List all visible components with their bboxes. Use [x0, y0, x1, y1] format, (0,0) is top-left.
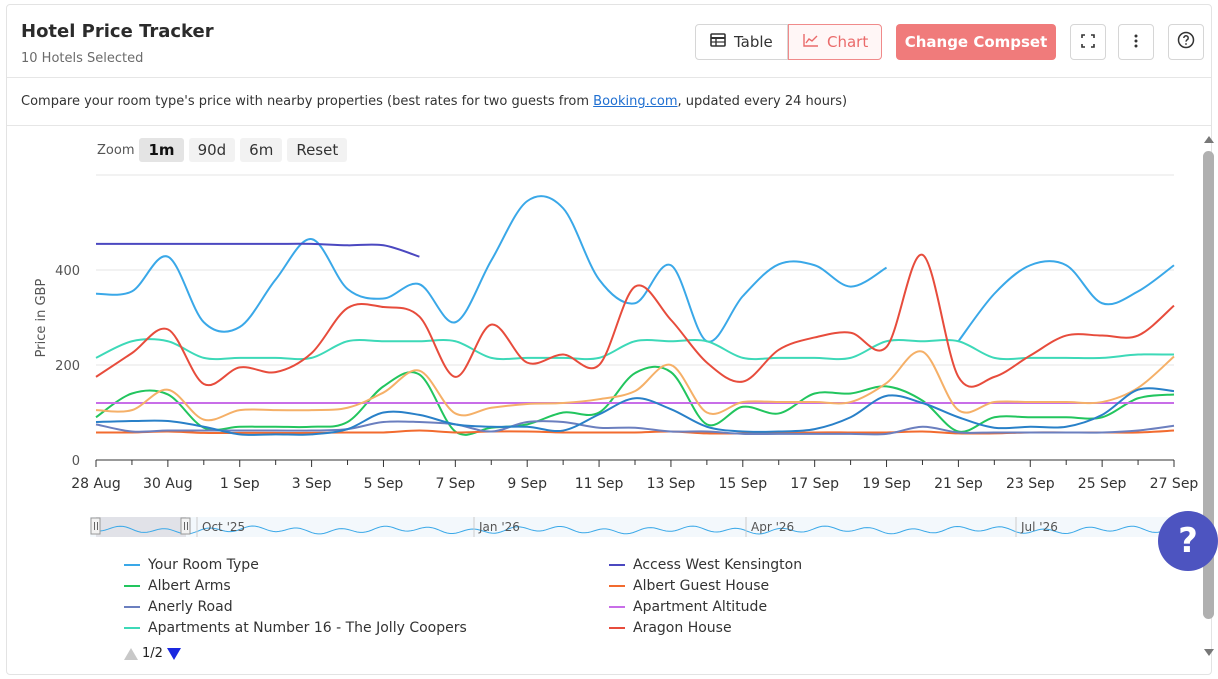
vertical-scrollbar[interactable] [1201, 129, 1217, 663]
scroll-up-arrow-icon [1204, 136, 1214, 143]
fullscreen-button[interactable] [1070, 24, 1106, 60]
legend-item[interactable]: Access West Kensington [609, 557, 802, 573]
card-header: Hotel Price Tracker 10 Hotels Selected T… [7, 5, 1211, 78]
legend-item[interactable]: Your Room Type [124, 557, 259, 573]
legend-swatch [124, 585, 140, 587]
hotels-selected-count: 10 Hotels Selected [21, 51, 144, 66]
description-text: Compare your room type's price with near… [21, 94, 848, 109]
legend-prev-page-icon[interactable] [124, 647, 138, 660]
price-tracker-card: Hotel Price Tracker 10 Hotels Selected T… [6, 4, 1214, 675]
help-button[interactable] [1168, 24, 1204, 60]
zoom-1m-button[interactable]: 1m [139, 138, 184, 162]
legend-swatch [124, 606, 140, 608]
legend-label: Apartment Altitude [633, 599, 768, 615]
legend-swatch [609, 564, 625, 566]
line-chart-icon [803, 33, 819, 51]
change-compset-button[interactable]: Change Compset [896, 24, 1056, 60]
legend-label: Your Room Type [148, 557, 259, 573]
divider [7, 125, 1211, 126]
legend-pager: 1/2 [124, 646, 181, 661]
more-vertical-icon [1134, 33, 1138, 52]
legend-item[interactable]: Albert Guest House [609, 578, 769, 594]
legend-swatch [609, 585, 625, 587]
legend-item[interactable]: Aragon House [609, 620, 732, 636]
legend-swatch [609, 606, 625, 608]
zoom-label: Zoom [97, 142, 135, 158]
chart-view-button[interactable]: Chart [788, 24, 882, 60]
legend-label: Albert Arms [148, 578, 231, 594]
more-options-button[interactable] [1118, 24, 1154, 60]
legend-item[interactable]: Apartment Altitude [609, 599, 767, 615]
zoom-controls: Zoom 1m 90d 6m Reset [97, 138, 348, 162]
expand-icon [1081, 33, 1095, 52]
zoom-6m-button[interactable]: 6m [240, 138, 283, 162]
legend-item[interactable]: Albert Arms [124, 578, 231, 594]
view-toggle: Table Chart [695, 24, 882, 60]
scroll-thumb[interactable] [1203, 151, 1214, 619]
question-circle-icon [1177, 31, 1195, 53]
legend-next-page-icon[interactable] [166, 647, 181, 660]
scroll-down-arrow-icon [1204, 649, 1214, 656]
table-view-label: Table [734, 33, 773, 51]
legend-item[interactable]: Anerly Road [124, 599, 233, 615]
legend-label: Access West Kensington [633, 557, 803, 573]
help-chat-button[interactable]: ? [1158, 511, 1218, 571]
legend-swatch [124, 627, 140, 629]
legend-label: Apartments at Number 16 - The Jolly Coop… [148, 620, 467, 636]
legend-item[interactable]: Apartments at Number 16 - The Jolly Coop… [124, 620, 467, 636]
legend-label: Albert Guest House [633, 578, 770, 594]
chart-view-label: Chart [827, 33, 869, 51]
zoom-reset-button[interactable]: Reset [287, 138, 348, 162]
legend-page-indicator: 1/2 [142, 646, 163, 661]
legend-label: Aragon House [633, 620, 732, 636]
booking-link[interactable]: Booking.com [593, 94, 678, 109]
legend-label: Anerly Road [148, 599, 233, 615]
page-title: Hotel Price Tracker [21, 21, 214, 42]
zoom-90d-button[interactable]: 90d [188, 138, 236, 162]
table-icon [710, 33, 726, 51]
table-view-button[interactable]: Table [695, 24, 788, 60]
legend-swatch [609, 627, 625, 629]
legend-swatch [124, 564, 140, 566]
